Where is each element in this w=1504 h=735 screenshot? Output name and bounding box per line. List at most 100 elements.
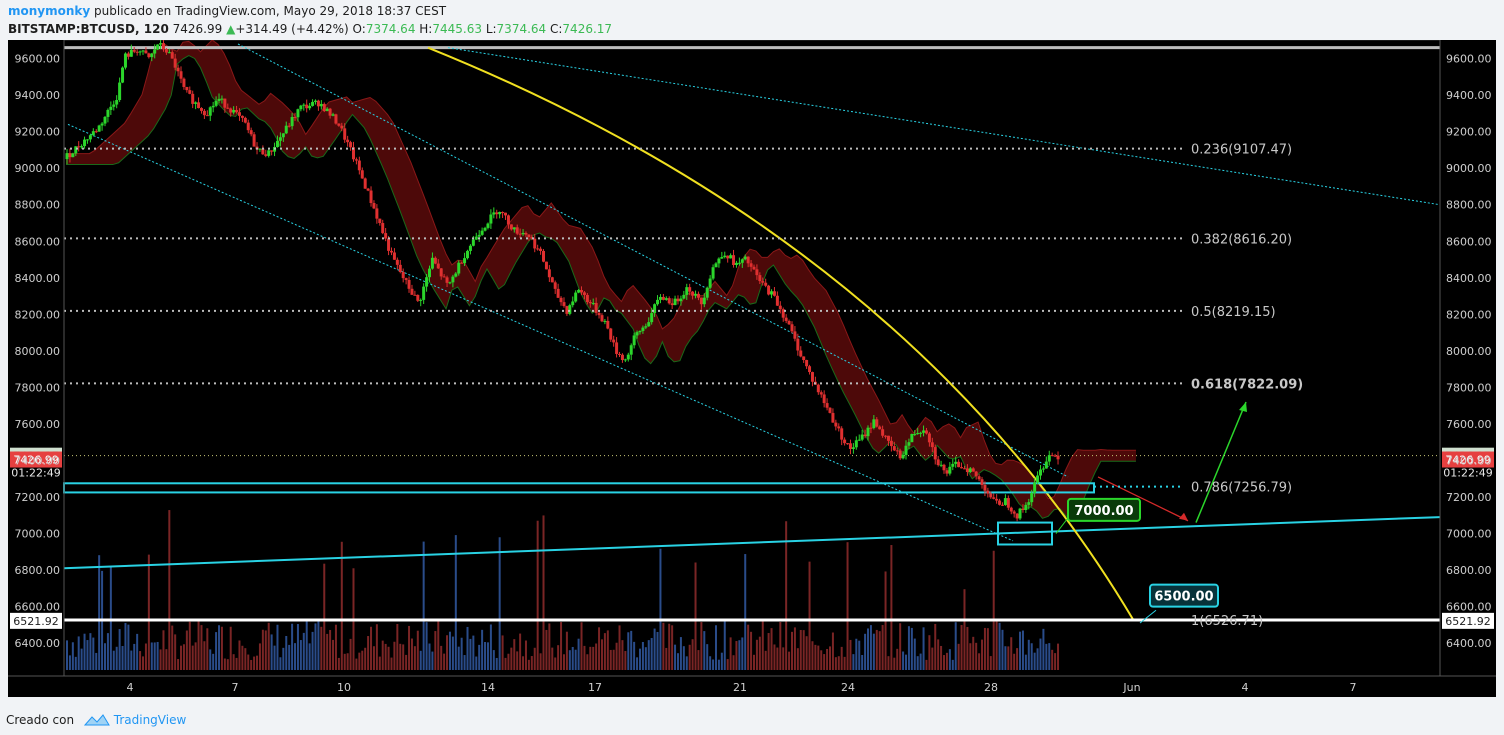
x-tick-label: 7 (1350, 681, 1357, 694)
candle-body (878, 426, 882, 430)
volume-bar (583, 645, 586, 670)
volume-bar (1027, 639, 1030, 670)
candle (913, 430, 917, 437)
y-tick-left: 7800.00 (15, 381, 61, 394)
volume-bar (732, 655, 735, 670)
volume-bar (536, 520, 539, 670)
volume-bar (940, 645, 943, 670)
fib-label: 1(6526.71) (1191, 614, 1263, 629)
candle-body (889, 440, 893, 447)
volume-bar (358, 652, 361, 670)
volume-bar (1051, 649, 1054, 670)
candle-body (927, 433, 931, 443)
candle-body (369, 190, 373, 204)
volume-bar (314, 623, 317, 670)
candle (606, 316, 610, 330)
candle (202, 109, 206, 119)
candle-body (635, 332, 639, 336)
volume-bar (329, 629, 332, 670)
candle-body (123, 53, 127, 68)
candle (755, 264, 759, 280)
candle (267, 149, 271, 158)
candle-body (822, 394, 826, 404)
candle (407, 276, 411, 293)
tradingview-logo-icon[interactable] (83, 713, 110, 727)
candle (305, 99, 309, 113)
candle (661, 293, 665, 301)
candle (810, 371, 814, 387)
cloud-span-a (66, 40, 1136, 500)
volume-bar (372, 646, 375, 670)
candle (869, 422, 873, 434)
volume-bar (960, 625, 963, 670)
candle-body (696, 293, 700, 298)
volume-bar (188, 621, 191, 670)
candle-body (91, 131, 95, 136)
candle (123, 52, 127, 70)
candle (477, 230, 481, 242)
volume-bar (720, 652, 723, 670)
candle (404, 277, 408, 285)
candle (758, 272, 762, 285)
callout-6500-box (1149, 583, 1219, 608)
volume-bar (317, 620, 320, 670)
volume-bar (963, 589, 966, 670)
candle (521, 229, 525, 236)
candle (799, 346, 803, 358)
volume-bar (796, 648, 799, 670)
candle-body (1021, 508, 1025, 510)
candle (270, 150, 274, 156)
fib-label: 0.786(7256.79) (1191, 481, 1292, 496)
volume-bar (893, 657, 896, 670)
chart-area[interactable]: 0.236(9107.47) 0.382(8616.20) 0.5(8219.15)… (8, 40, 1496, 697)
candle-body (83, 139, 87, 147)
candle-body (451, 276, 455, 283)
candle (164, 48, 168, 55)
volume-bar (118, 629, 121, 670)
volume-bar (1045, 643, 1048, 670)
candle (960, 462, 964, 469)
author-name[interactable]: monymonky (8, 4, 91, 18)
volume-bar (484, 642, 487, 670)
x-tick-label: 4 (1242, 681, 1249, 694)
candle-body (512, 227, 516, 230)
candle-body (483, 227, 487, 231)
candle (927, 431, 931, 447)
candle-body (281, 133, 285, 138)
footer: Creado con TradingView (6, 710, 186, 727)
candle (232, 106, 236, 115)
candle-body (430, 257, 434, 269)
candle-body (1050, 455, 1054, 457)
candle (325, 107, 329, 112)
candle (653, 303, 657, 317)
volume-bar (144, 643, 147, 670)
candle (182, 77, 186, 90)
candle (983, 481, 987, 497)
volume-bar (150, 642, 153, 670)
candle-body (986, 490, 990, 494)
candle (667, 296, 671, 305)
candle (574, 290, 578, 303)
candle (626, 352, 630, 362)
candle (922, 425, 926, 437)
volume-bar (744, 554, 747, 670)
y-tick-left: 9400.00 (15, 89, 61, 102)
candle-body (670, 303, 674, 306)
volume-bar (276, 624, 279, 670)
candle-body (588, 302, 592, 304)
candle (889, 436, 893, 452)
tradingview-link[interactable]: TradingView (113, 713, 187, 727)
candle-body (208, 107, 212, 116)
candle-body (542, 250, 546, 262)
volume-bar (431, 651, 434, 670)
price-chart[interactable]: 0.236(9107.47) 0.382(8616.20) 0.5(8219.15)… (8, 40, 1496, 697)
volume-bar (296, 624, 299, 670)
fib-1-price-tag: 6521.92 (1442, 612, 1494, 629)
candle (173, 53, 177, 71)
candle (357, 156, 361, 175)
volume-bar (808, 561, 811, 670)
volume-bar (621, 640, 624, 670)
volume-bar (264, 630, 267, 670)
candle (749, 260, 753, 272)
candle-body (284, 125, 288, 134)
